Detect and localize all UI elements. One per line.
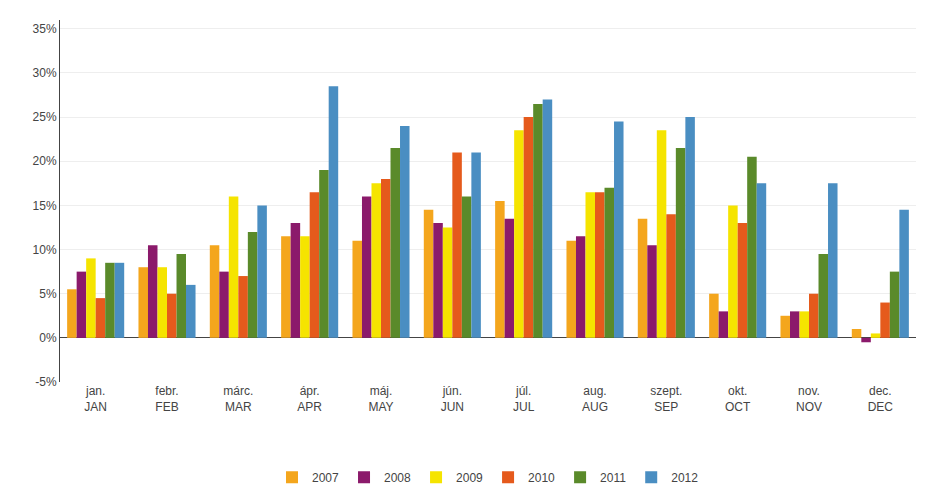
svg-text:35%: 35%: [33, 22, 57, 36]
svg-text:0%: 0%: [39, 331, 57, 345]
svg-text:márc.MAR: márc.MAR: [223, 384, 253, 414]
svg-text:nov.NOV: nov.NOV: [796, 384, 822, 414]
svg-text:jan.JAN: jan.JAN: [84, 384, 107, 414]
svg-text:2011: 2011: [600, 471, 626, 485]
svg-text:2008: 2008: [384, 471, 411, 485]
svg-text:jún.JUN: jún.JUN: [441, 384, 464, 414]
svg-text:febr.FEB: febr.FEB: [155, 384, 178, 414]
svg-text:5%: 5%: [39, 287, 57, 301]
svg-text:2010: 2010: [528, 471, 555, 485]
svg-text:2012: 2012: [671, 471, 698, 485]
svg-text:szept.SEP: szept.SEP: [650, 384, 682, 414]
svg-text:ápr.APR: ápr.APR: [297, 384, 322, 414]
svg-text:20%: 20%: [33, 154, 57, 168]
svg-text:15%: 15%: [33, 199, 57, 213]
svg-text:dec.DEC: dec.DEC: [868, 384, 894, 414]
svg-text:30%: 30%: [33, 66, 57, 80]
svg-text:aug.AUG: aug.AUG: [582, 384, 608, 414]
svg-text:-5%: -5%: [35, 375, 57, 389]
svg-text:máj.MAY: máj.MAY: [368, 384, 393, 414]
svg-text:2007: 2007: [312, 471, 339, 485]
svg-text:júl.JUL: júl.JUL: [513, 384, 535, 414]
svg-text:25%: 25%: [33, 110, 57, 124]
svg-text:okt.OCT: okt.OCT: [725, 384, 751, 414]
svg-text:10%: 10%: [33, 243, 57, 257]
svg-text:2009: 2009: [456, 471, 483, 485]
